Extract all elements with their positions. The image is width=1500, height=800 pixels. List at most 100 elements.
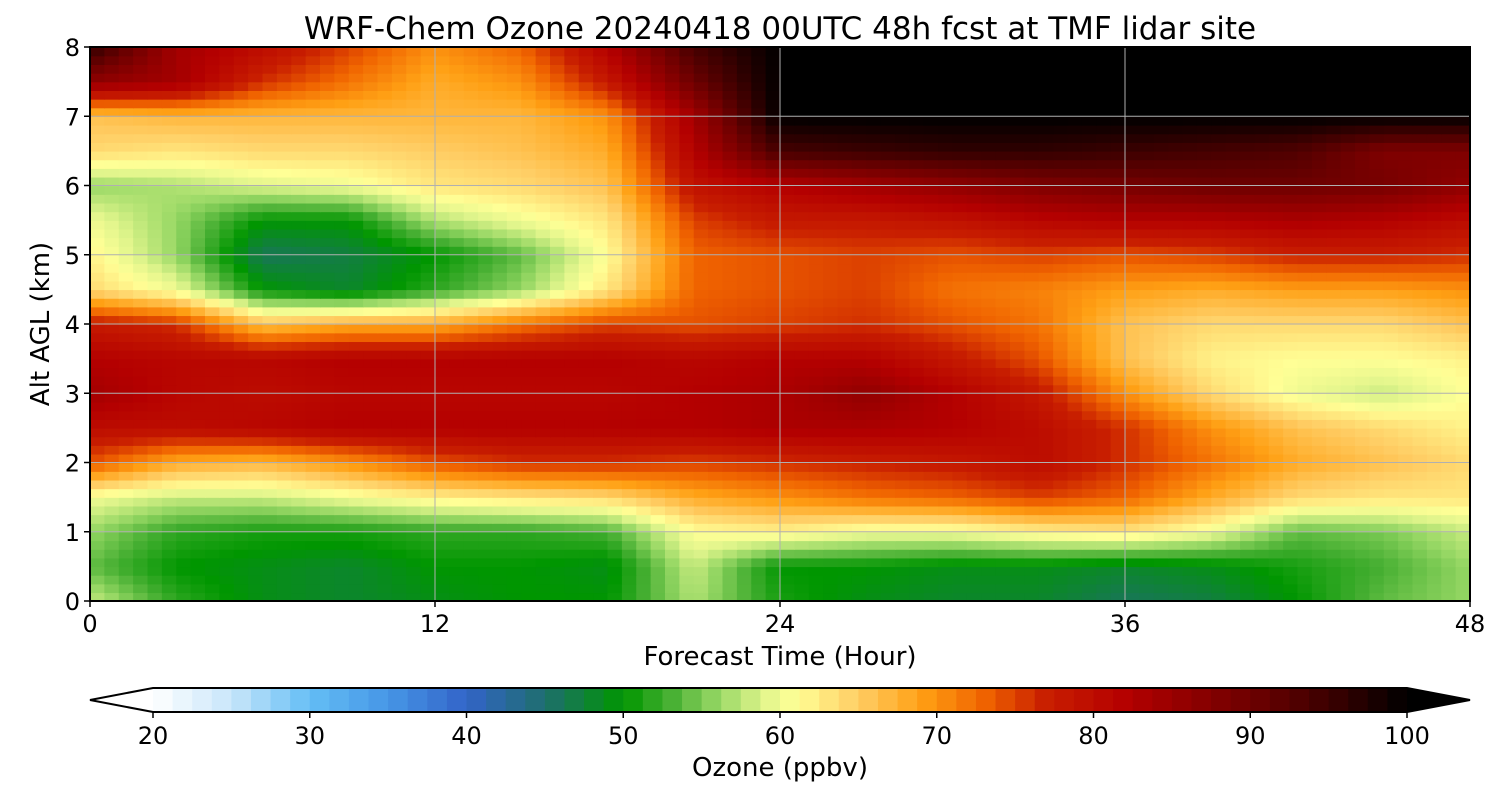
heatmap-cell — [1355, 445, 1371, 455]
heatmap-cell — [363, 523, 379, 533]
heatmap-cell — [952, 168, 968, 178]
heatmap-cell — [320, 280, 336, 291]
heatmap-cell — [535, 211, 551, 221]
heatmap-cell — [506, 427, 522, 438]
heatmap-cell — [866, 505, 882, 516]
heatmap-cell — [1398, 479, 1414, 490]
heatmap-cell — [1211, 159, 1227, 169]
heatmap-cell — [621, 150, 637, 161]
heatmap-cell — [1182, 531, 1198, 542]
heatmap-cell — [550, 514, 566, 524]
heatmap-cell — [1383, 194, 1399, 204]
heatmap-cell — [1455, 176, 1470, 187]
heatmap-cell — [391, 228, 407, 239]
heatmap-cell — [923, 228, 939, 239]
heatmap-cell — [348, 540, 364, 550]
heatmap-cell — [478, 583, 494, 594]
heatmap-cell — [952, 150, 968, 161]
heatmap-cell — [1211, 306, 1227, 317]
heatmap-cell — [880, 410, 896, 420]
heatmap-cell — [1441, 540, 1457, 550]
heatmap-cell — [751, 531, 767, 542]
heatmap-cell — [593, 168, 609, 178]
heatmap-cell — [1340, 557, 1356, 568]
heatmap-cell — [593, 367, 609, 377]
heatmap-cell — [1168, 332, 1184, 343]
heatmap-cell — [1225, 280, 1241, 291]
heatmap-cell — [1081, 479, 1097, 490]
heatmap-cell — [1110, 298, 1126, 308]
heatmap-cell — [161, 150, 177, 161]
heatmap-cell — [995, 202, 1011, 213]
heatmap-cell — [1398, 592, 1414, 601]
heatmap-cell — [90, 583, 106, 594]
heatmap-cell — [1297, 150, 1313, 161]
heatmap-cell — [722, 263, 738, 273]
heatmap-cell — [391, 479, 407, 490]
heatmap-cell — [1455, 349, 1470, 360]
heatmap-cell — [981, 462, 997, 472]
heatmap-cell — [147, 505, 163, 516]
heatmap-cell — [1182, 575, 1198, 585]
heatmap-cell — [348, 375, 364, 386]
heatmap-cell — [564, 298, 580, 308]
heatmap-cell — [291, 349, 307, 360]
heatmap-cell — [938, 384, 954, 394]
heatmap-cell — [363, 505, 379, 516]
heatmap-cell — [334, 505, 350, 516]
heatmap-cell — [693, 462, 709, 472]
heatmap-cell — [1441, 531, 1457, 542]
heatmap-cell — [1081, 202, 1097, 213]
heatmap-cell — [909, 427, 925, 438]
heatmap-cell — [1024, 557, 1040, 568]
heatmap-cell — [1355, 211, 1371, 221]
heatmap-cell — [751, 150, 767, 161]
heatmap-cell — [578, 436, 594, 446]
heatmap-cell — [133, 254, 149, 265]
heatmap-cell — [435, 194, 451, 204]
heatmap-cell — [736, 549, 752, 559]
heatmap-cell — [1455, 401, 1470, 412]
heatmap-cell — [880, 549, 896, 559]
heatmap-cell — [722, 583, 738, 594]
heatmap-cell — [1024, 228, 1040, 239]
heatmap-cell — [1024, 341, 1040, 351]
heatmap-cell — [1139, 575, 1155, 585]
heatmap-cell — [1053, 176, 1069, 187]
heatmap-cell — [435, 583, 451, 594]
heatmap-cell — [1024, 401, 1040, 412]
heatmap-cell — [1125, 349, 1141, 360]
heatmap-cell — [478, 575, 494, 585]
heatmap-cell — [1139, 375, 1155, 386]
heatmap-cell — [981, 298, 997, 308]
heatmap-cell — [952, 505, 968, 516]
heatmap-cell — [1383, 237, 1399, 247]
heatmap-cell — [1010, 401, 1026, 412]
heatmap-cell — [535, 263, 551, 273]
heatmap-cell — [1283, 237, 1299, 247]
heatmap-cell — [607, 523, 623, 533]
heatmap-cell — [363, 298, 379, 308]
heatmap-cell — [262, 349, 278, 360]
heatmap-cell — [276, 358, 292, 368]
heatmap-cell — [679, 375, 695, 386]
heatmap-cell — [1311, 453, 1327, 464]
heatmap-cell — [808, 479, 824, 490]
heatmap-cell — [1355, 462, 1371, 472]
heatmap-cell — [1010, 566, 1026, 576]
heatmap-cell — [621, 254, 637, 265]
heatmap-cell — [248, 168, 264, 178]
heatmap-cell — [161, 566, 177, 576]
heatmap-cell — [837, 410, 853, 420]
heatmap-cell — [363, 254, 379, 265]
heatmap-cell — [391, 237, 407, 247]
heatmap-cell — [463, 445, 479, 455]
heatmap-cell — [521, 194, 537, 204]
heatmap-cell — [420, 549, 436, 559]
heatmap-cell — [1297, 566, 1313, 576]
heatmap-cell — [564, 575, 580, 585]
heatmap-cell — [205, 237, 221, 247]
heatmap-cell — [291, 324, 307, 334]
heatmap-cell — [780, 306, 796, 317]
heatmap-cell — [679, 514, 695, 524]
